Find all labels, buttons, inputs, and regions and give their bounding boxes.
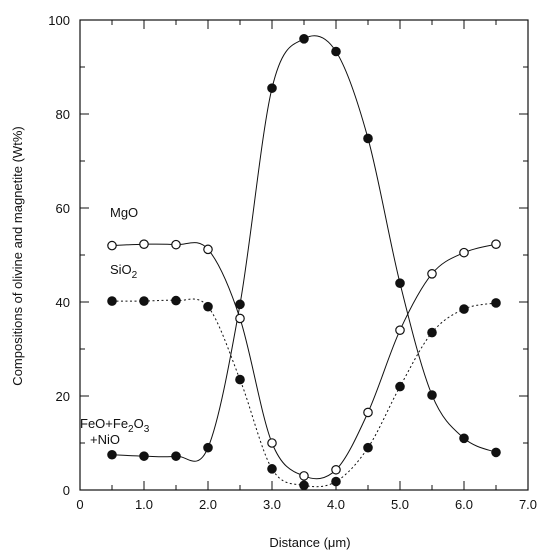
feo-fe2o3-nio-point [299, 33, 309, 44]
y-tick-label: 80 [56, 107, 70, 122]
mgo-point [139, 239, 149, 249]
mgo-point [331, 464, 341, 475]
mgo-point [267, 438, 277, 448]
mgo-point [395, 325, 405, 335]
sio2-point [235, 374, 245, 385]
feo-fe2o3-nio-point [107, 449, 117, 460]
y-tick-label: 100 [48, 13, 70, 28]
mgo-point [171, 239, 181, 250]
mgo-label: MgO [110, 205, 138, 220]
mgo-point [459, 247, 469, 258]
feo-fe2o3-nio-point [459, 433, 469, 444]
feo-fe2o3-nio-point [139, 451, 149, 461]
sio2-point [395, 381, 405, 392]
fe-label-b: 2 [128, 424, 134, 435]
sio2-point [171, 295, 181, 306]
fe-label-a: FeO+Fe [80, 416, 128, 431]
sio2-line [111, 298, 497, 488]
sio2-point [203, 301, 213, 312]
x-tick-label: 5.0 [391, 497, 409, 512]
fe-label-line2: +NiO [90, 432, 120, 447]
ticks [79, 19, 529, 491]
x-tick-label: 3.0 [263, 497, 281, 512]
y-tick-label: 60 [56, 201, 70, 216]
feo-fe2o3-nio-point [331, 46, 341, 57]
mgo-point [299, 471, 309, 481]
mgo-point [203, 244, 213, 255]
feo-fe2o3-nio-point [267, 83, 277, 93]
sio2-point [491, 298, 501, 308]
feo-fe2o3-nio-point [491, 447, 501, 458]
x-tick-label: 4.0 [327, 497, 345, 512]
fe-label-line1: FeO+Fe2O3 [80, 416, 150, 435]
sio2-point [331, 476, 341, 487]
feo-fe2o3-nio-point [427, 390, 437, 400]
sio2-point [363, 442, 373, 453]
sio2-point [427, 327, 437, 338]
mgo-line [111, 242, 497, 480]
fe-label-c: O [134, 416, 144, 431]
sio2-point [267, 464, 277, 474]
feo-fe2o3-nio-point [235, 299, 245, 310]
feo-fe2o3-nio-point [203, 442, 213, 453]
mgo-point [427, 268, 437, 279]
feo-fe2o3-nio-point [171, 451, 181, 461]
sio2-point [139, 296, 149, 306]
series-points [107, 33, 501, 491]
y-axis-title: Compositions of olivine and magnetite (W… [10, 126, 25, 385]
feo-fe2o3-nio-line [111, 35, 497, 462]
x-tick-label: 6.0 [455, 497, 473, 512]
fe-label-d: 3 [144, 424, 150, 435]
sio2-label: SiO2 [110, 262, 138, 281]
y-tick-label: 0 [63, 483, 70, 498]
series-lines [111, 35, 497, 488]
sio2-label-sub: 2 [132, 270, 138, 281]
mgo-point [235, 313, 245, 324]
sio2-point [299, 480, 309, 491]
sio2-point [459, 304, 469, 314]
x-tick-label: 2.0 [199, 497, 217, 512]
x-tick-label: 1.0 [135, 497, 153, 512]
sio2-point [107, 296, 117, 306]
mgo-point [363, 407, 373, 418]
feo-fe2o3-nio-point [363, 133, 373, 144]
y-tick-label: 20 [56, 389, 70, 404]
mgo-point [491, 239, 501, 249]
feo-fe2o3-nio-point [395, 278, 405, 288]
x-tick-label: 7.0 [519, 497, 537, 512]
tick-labels: 0 1.0 2.0 3.0 4.0 5.0 6.0 7.0 0 20 40 60 80 100 [48, 13, 537, 512]
sio2-label-main: SiO [110, 262, 132, 277]
y-tick-label: 40 [56, 295, 70, 310]
x-tick-label: 0 [76, 497, 83, 512]
mgo-point [107, 240, 117, 251]
x-axis-title: Distance (μm) [269, 535, 350, 550]
